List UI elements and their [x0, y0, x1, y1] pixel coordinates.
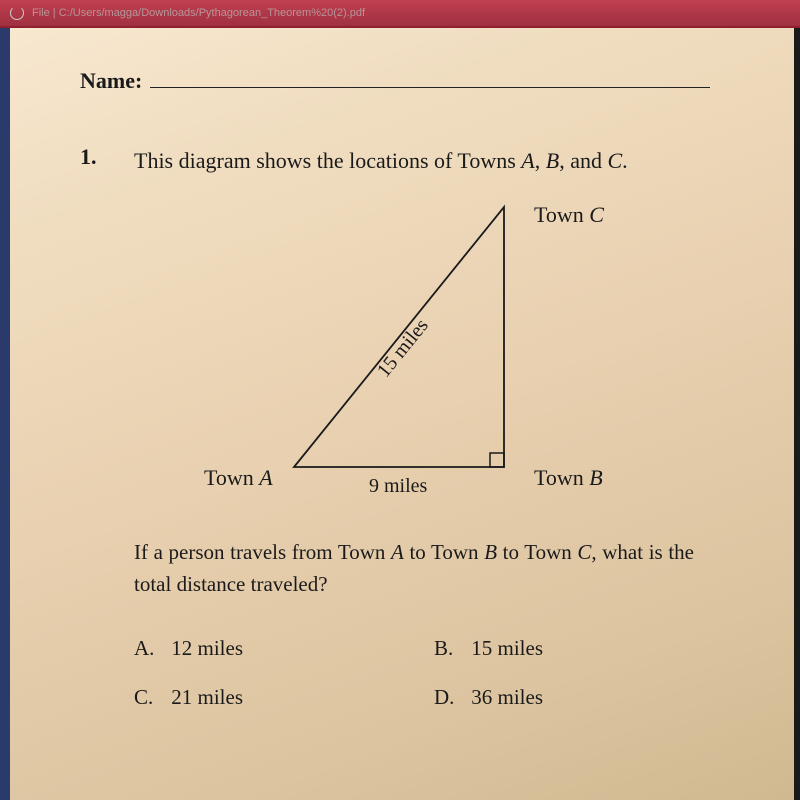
answer-options: A. 12 miles B. 15 miles C. 21 miles D. 3… — [134, 636, 694, 710]
worksheet-page: Name: 1. This diagram shows the location… — [0, 28, 800, 800]
opt-c-label: C. — [134, 685, 166, 710]
name-label: Name: — [80, 68, 142, 94]
right-edge-decoration — [794, 28, 800, 800]
town-b-var: B — [589, 465, 602, 490]
option-c[interactable]: C. 21 miles — [134, 685, 394, 710]
town-c-prefix: Town — [534, 202, 589, 227]
qtext-p1: This diagram shows the locations of Town… — [134, 148, 521, 173]
triangle-diagram: Town C Town A Town B 9 miles 15 miles — [134, 187, 694, 517]
base-length-label: 9 miles — [369, 475, 427, 498]
town-a-label: Town A — [204, 465, 273, 491]
q2-b: B — [484, 540, 497, 564]
town-c-var: C — [589, 202, 604, 227]
name-field-row: Name: — [80, 68, 740, 94]
qtext-a: A — [521, 148, 534, 173]
qtext-c: C — [607, 148, 622, 173]
town-b-prefix: Town — [534, 465, 589, 490]
town-b-label: Town B — [534, 465, 603, 491]
opt-c-value: 21 miles — [171, 685, 243, 709]
question-number: 1. — [80, 144, 110, 710]
town-a-var: A — [259, 465, 272, 490]
opt-b-label: B. — [434, 636, 466, 661]
q2-c: C — [577, 540, 591, 564]
opt-a-value: 12 miles — [171, 636, 243, 660]
q2-a: A — [391, 540, 404, 564]
url-text: File | C:/Users/magga/Downloads/Pythagor… — [32, 7, 365, 19]
qtext-s1: , — [535, 148, 546, 173]
qtext-end: . — [622, 148, 628, 173]
qtext-b: B — [546, 148, 559, 173]
question-intro-text: This diagram shows the locations of Town… — [134, 144, 694, 177]
name-underline — [150, 87, 710, 88]
q2-p2: to Town — [404, 540, 484, 564]
opt-d-label: D. — [434, 685, 466, 710]
option-b[interactable]: B. 15 miles — [434, 636, 694, 661]
q2-p3: to Town — [497, 540, 577, 564]
browser-address-bar: File | C:/Users/magga/Downloads/Pythagor… — [0, 0, 800, 28]
reload-icon[interactable] — [10, 6, 24, 20]
qtext-s2: , and — [559, 148, 607, 173]
opt-b-value: 15 miles — [471, 636, 543, 660]
question-prompt-text: If a person travels from Town A to Town … — [134, 537, 694, 600]
town-a-prefix: Town — [204, 465, 259, 490]
opt-d-value: 36 miles — [471, 685, 543, 709]
town-c-label: Town C — [534, 202, 604, 228]
q2-p1: If a person travels from Town — [134, 540, 391, 564]
right-angle-marker — [490, 453, 504, 467]
option-d[interactable]: D. 36 miles — [434, 685, 694, 710]
left-edge-decoration — [0, 28, 10, 800]
opt-a-label: A. — [134, 636, 166, 661]
question-1: 1. This diagram shows the locations of T… — [80, 144, 740, 710]
option-a[interactable]: A. 12 miles — [134, 636, 394, 661]
